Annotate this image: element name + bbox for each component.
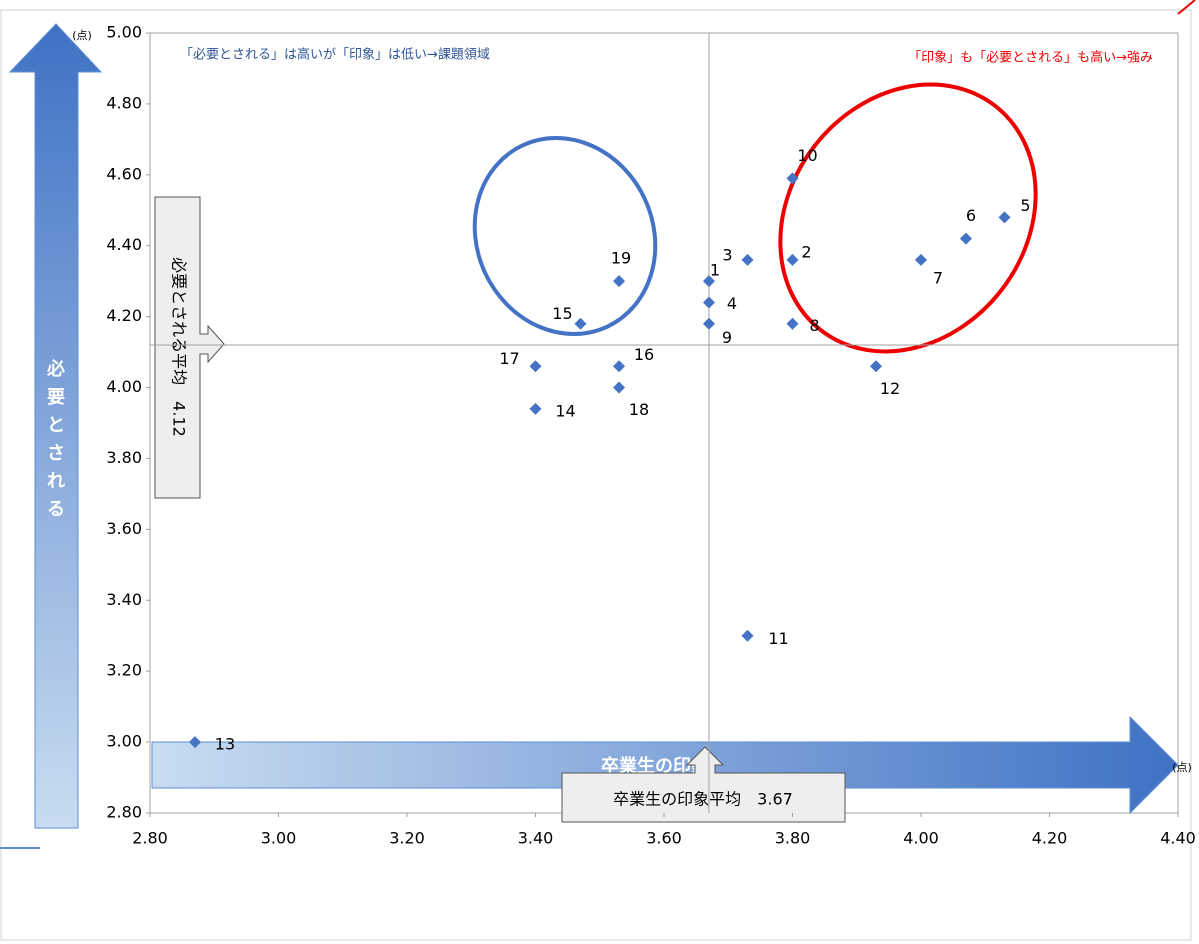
point — [613, 275, 626, 288]
y-tick-label: 2.80 — [106, 803, 142, 822]
y-mean-callout — [154, 196, 225, 499]
highlight-ellipse — [472, 136, 658, 336]
point-label: 2 — [801, 242, 811, 261]
point-label: 9 — [722, 328, 732, 347]
annotation: 「印象」も「必要とされる」も高い→強み — [908, 50, 1153, 66]
point — [786, 253, 799, 266]
x-axis-title: 卒業生の印象 — [601, 755, 709, 777]
point — [702, 275, 715, 288]
x-unit: (点) — [1172, 761, 1192, 774]
annotation: 「必要とされる」は高いが「印象」は低い→課題領域 — [180, 47, 490, 63]
point — [574, 317, 587, 330]
point — [613, 360, 626, 373]
y-tick-label: 4.40 — [106, 235, 142, 254]
y-tick-label: 3.40 — [106, 590, 142, 609]
x-tick-label: 4.00 — [903, 829, 939, 848]
point-label: 13 — [215, 735, 235, 754]
point-label: 18 — [629, 400, 649, 419]
point-label: 3 — [722, 245, 732, 264]
point-label: 14 — [555, 401, 575, 420]
point-label: 15 — [552, 304, 572, 323]
x-tick-label: 3.80 — [775, 829, 811, 848]
point-label: 1 — [710, 261, 720, 280]
plot-area — [149, 32, 1179, 814]
x-axis-arrow — [151, 715, 1179, 815]
point — [702, 296, 715, 309]
point — [870, 360, 883, 373]
point-label: 10 — [797, 146, 817, 165]
y-tick-label: 3.20 — [106, 661, 142, 680]
point-label: 16 — [634, 345, 654, 364]
point — [741, 253, 754, 266]
x-tick-label: 4.40 — [1160, 829, 1196, 848]
point-label: 5 — [1020, 196, 1030, 215]
y-tick-label: 3.60 — [106, 519, 142, 538]
point — [959, 232, 972, 245]
point — [188, 736, 201, 749]
point-label: 6 — [966, 206, 976, 225]
point — [786, 317, 799, 330]
point-label: 8 — [809, 316, 819, 335]
y-tick-label: 3.80 — [106, 448, 142, 467]
x-tick-label: 3.20 — [389, 829, 425, 848]
point — [915, 253, 927, 266]
y-tick-label: 3.00 — [106, 732, 142, 751]
chart-frame — [0, 9, 1192, 941]
y-axis-title: 必要とされる — [46, 358, 65, 520]
y-axis-arrow — [8, 23, 103, 829]
point — [998, 211, 1011, 224]
point — [529, 402, 542, 415]
y-tick-label: 4.20 — [106, 306, 142, 325]
x-mean-label: 卒業生の印象平均 3.67 — [613, 790, 793, 809]
y-tick-label: 5.00 — [106, 23, 142, 42]
point-label: 19 — [611, 249, 631, 268]
point-label: 12 — [880, 379, 900, 398]
point-label: 7 — [933, 268, 943, 287]
point — [702, 317, 715, 330]
x-tick-label: 3.00 — [261, 829, 297, 848]
x-tick-label: 3.40 — [518, 829, 554, 848]
y-mean-label: 必要とされる平均 4.12 — [170, 257, 189, 437]
point-label: 4 — [727, 294, 737, 313]
corner-arrow — [1177, 0, 1196, 15]
point — [613, 381, 626, 394]
point — [741, 629, 754, 642]
y-tick-label: 4.80 — [106, 93, 142, 112]
y-tick-label: 4.60 — [106, 164, 142, 183]
y-unit: (点) — [72, 29, 92, 42]
x-tick-label: 4.20 — [1032, 829, 1068, 848]
point-label: 17 — [499, 349, 519, 368]
point-label: 11 — [768, 629, 788, 648]
x-tick-label: 2.80 — [132, 829, 168, 848]
point — [786, 172, 799, 185]
y-tick-label: 4.00 — [106, 377, 142, 396]
highlight-ellipse — [778, 82, 1038, 354]
x-mean-callout — [561, 746, 846, 823]
x-tick-label: 3.60 — [646, 829, 682, 848]
point — [529, 360, 542, 373]
